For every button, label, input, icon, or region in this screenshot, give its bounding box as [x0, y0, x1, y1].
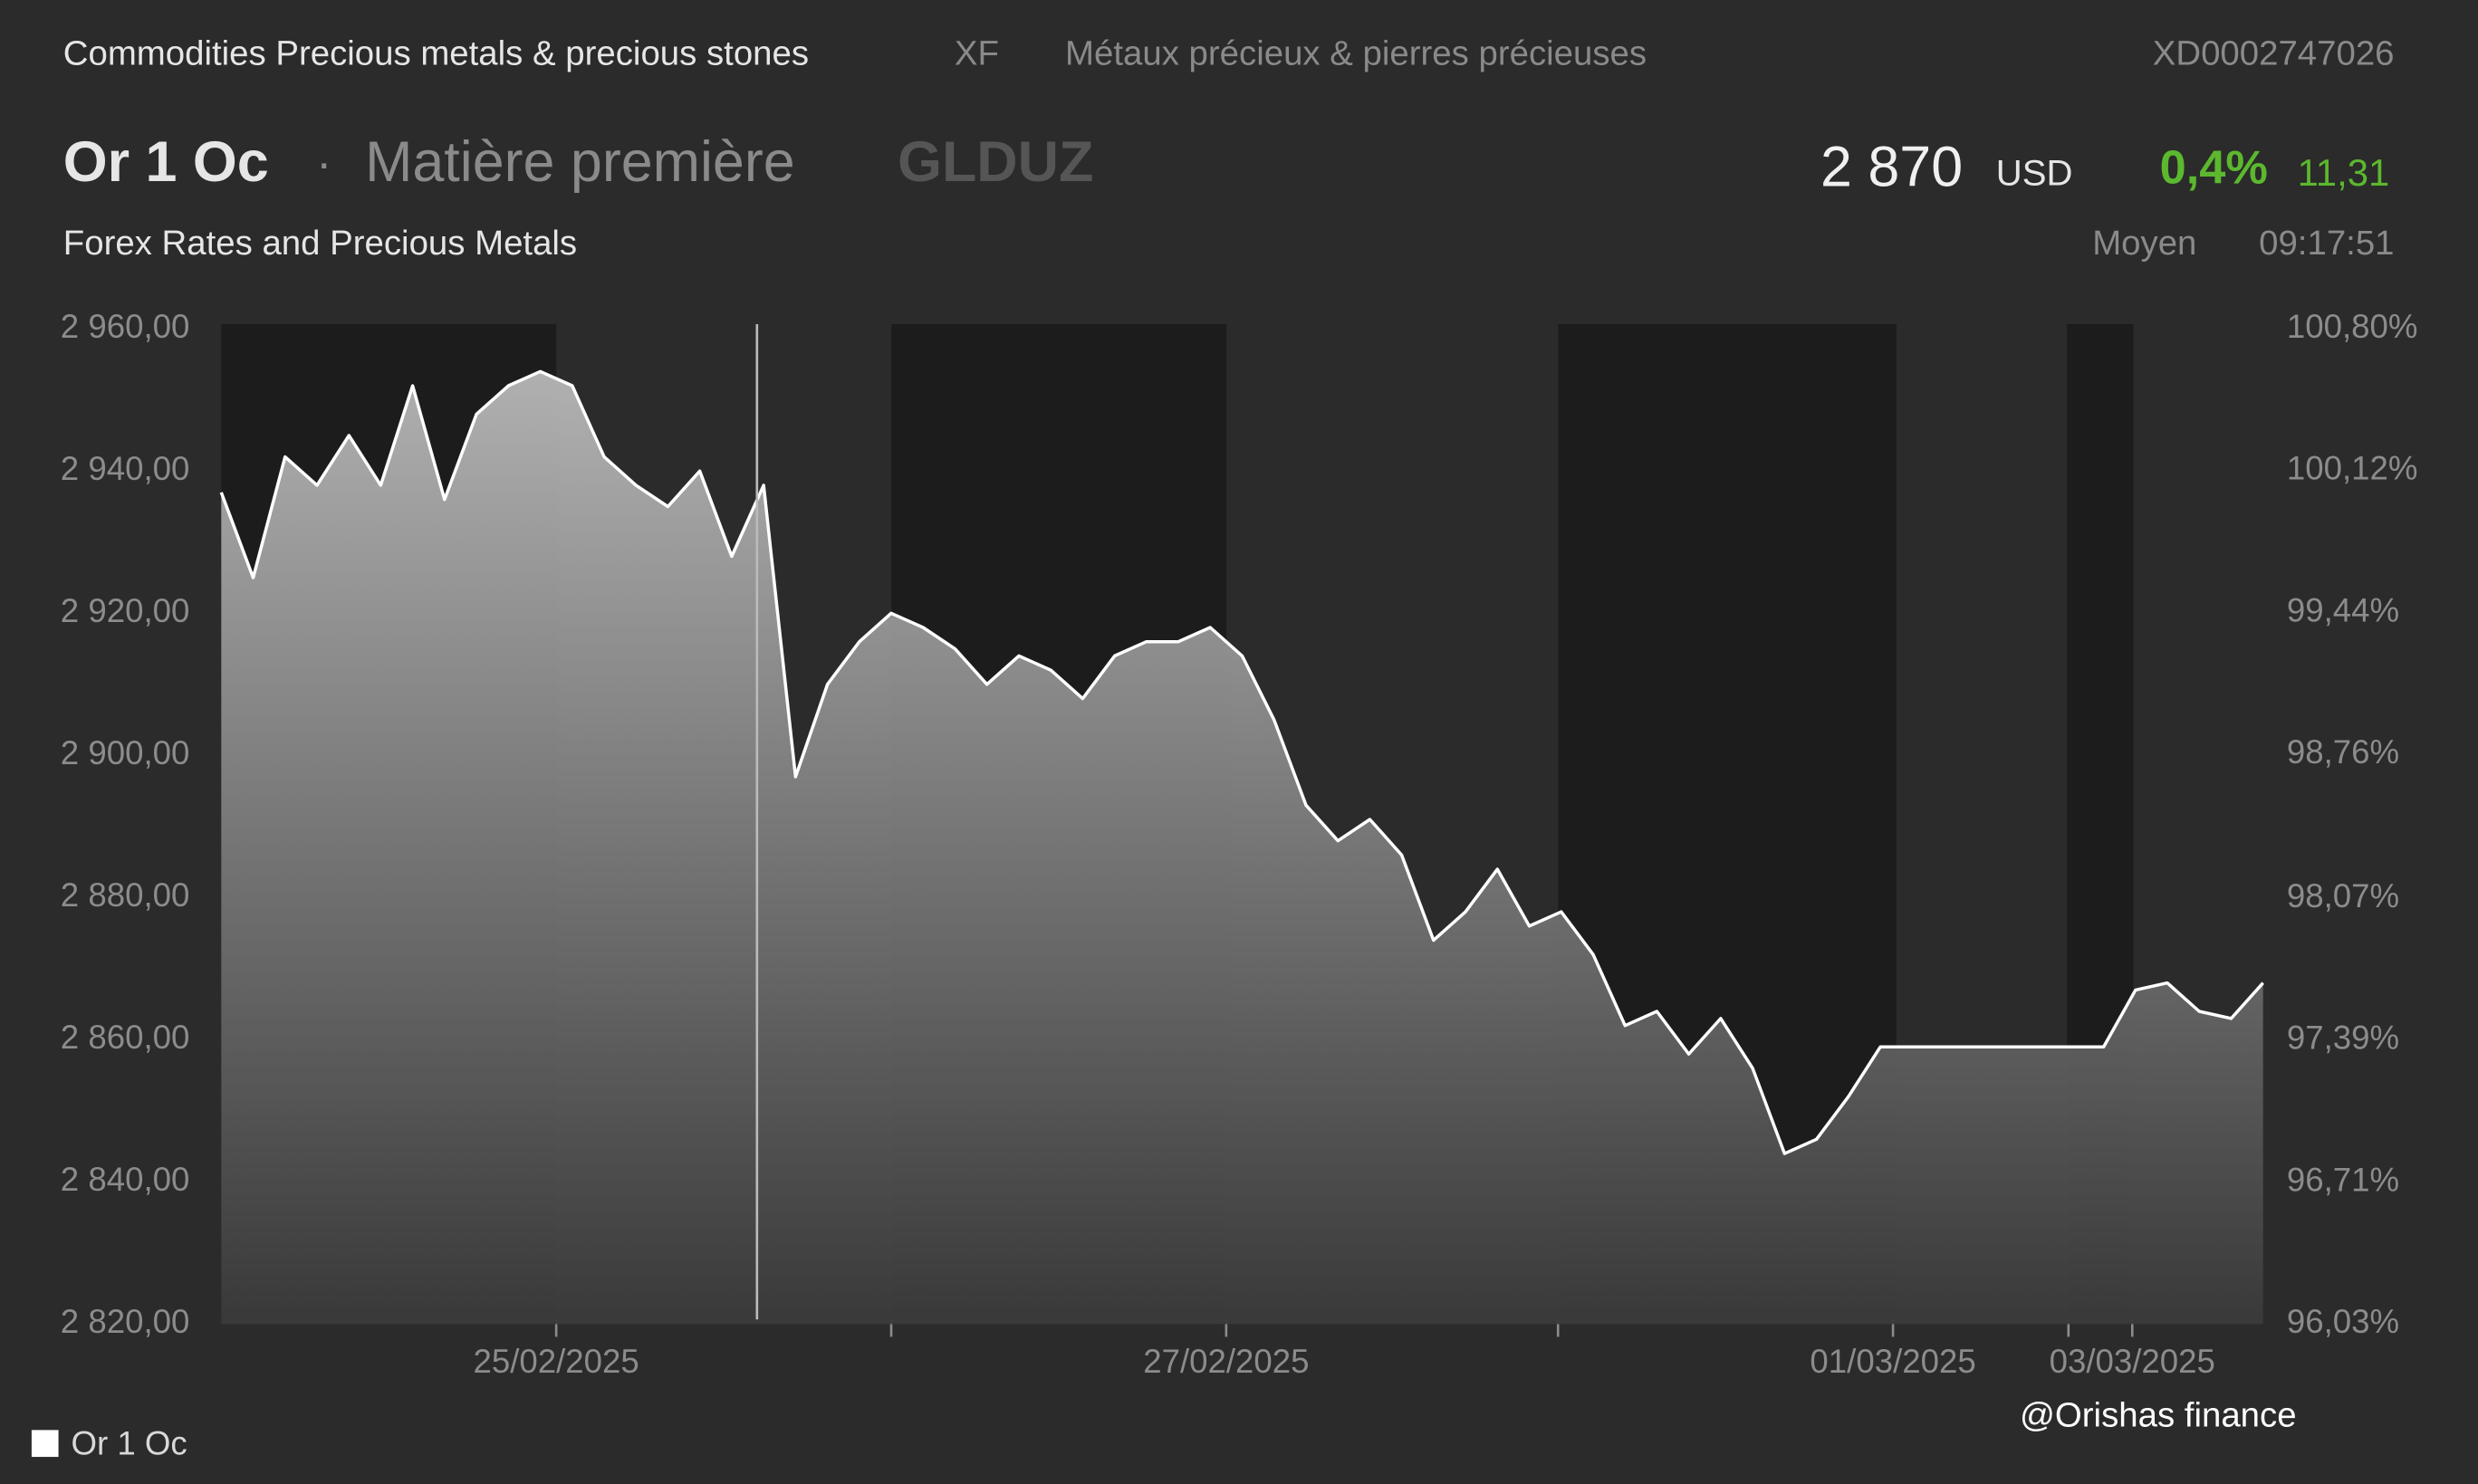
- area-fill: [221, 371, 2263, 1325]
- y-tick-label: 2 860,00: [61, 1019, 190, 1056]
- watermark: @Orishas finance: [2020, 1396, 2297, 1435]
- x-tick-label: 03/03/2025: [2050, 1343, 2215, 1380]
- source: Forex Rates and Precious Metals: [63, 224, 577, 263]
- y-tick-label: 2 940,00: [61, 450, 190, 487]
- change: 11,31: [2298, 151, 2390, 194]
- change-pct: 0,4%: [2160, 142, 2268, 195]
- y2-tick-label: 98,07%: [2287, 877, 2399, 914]
- quote-time: 09:17:51: [2259, 224, 2394, 263]
- separator: ·: [316, 137, 331, 189]
- legend-label[interactable]: Or 1 Oc: [72, 1425, 187, 1462]
- price-line: [219, 369, 2264, 1155]
- y2-tick-label: 96,03%: [2287, 1303, 2399, 1340]
- x-tick-label: 25/02/2025: [473, 1343, 639, 1380]
- y-tick-label: 2 840,00: [61, 1161, 190, 1198]
- plot: 2 820,00 2 840,00 2 860,00 2 880,00 2 900,00…: [61, 308, 2418, 1380]
- exchange-code: XF: [955, 34, 999, 72]
- price: 2 870: [1820, 135, 1963, 198]
- y2-tick-label: 100,80%: [2287, 308, 2418, 345]
- isin: XD0002747026: [2153, 34, 2395, 72]
- y2-tick-label: 99,44%: [2287, 591, 2399, 628]
- legend-swatch: [31, 1430, 59, 1458]
- y-tick-label: 2 820,00: [61, 1303, 190, 1340]
- y-tick-label: 2 900,00: [61, 734, 190, 771]
- ticker: GLDUZ: [898, 130, 1093, 194]
- instrument-name: Or 1 Oc: [63, 130, 269, 194]
- breadcrumb[interactable]: Commodities Precious metals & precious s…: [63, 34, 809, 72]
- y2-tick-label: 100,12%: [2287, 450, 2418, 487]
- quote-type: Moyen: [2092, 224, 2196, 263]
- y2-tick-label: 98,76%: [2287, 733, 2399, 771]
- y-tick-label: 2 880,00: [61, 876, 190, 914]
- y2-tick-label: 96,71%: [2287, 1161, 2399, 1198]
- instrument-kind: Matière première: [365, 130, 795, 194]
- y-tick-label: 2 960,00: [61, 308, 190, 345]
- y2-tick-label: 97,39%: [2287, 1020, 2399, 1057]
- x-tick-label: 27/02/2025: [1143, 1343, 1309, 1380]
- y-tick-label: 2 920,00: [61, 592, 190, 629]
- breadcrumb-fr: Métaux précieux & pierres précieuses: [1065, 34, 1647, 72]
- x-tick-label: 01/03/2025: [1810, 1343, 1975, 1380]
- currency: USD: [1996, 153, 2073, 194]
